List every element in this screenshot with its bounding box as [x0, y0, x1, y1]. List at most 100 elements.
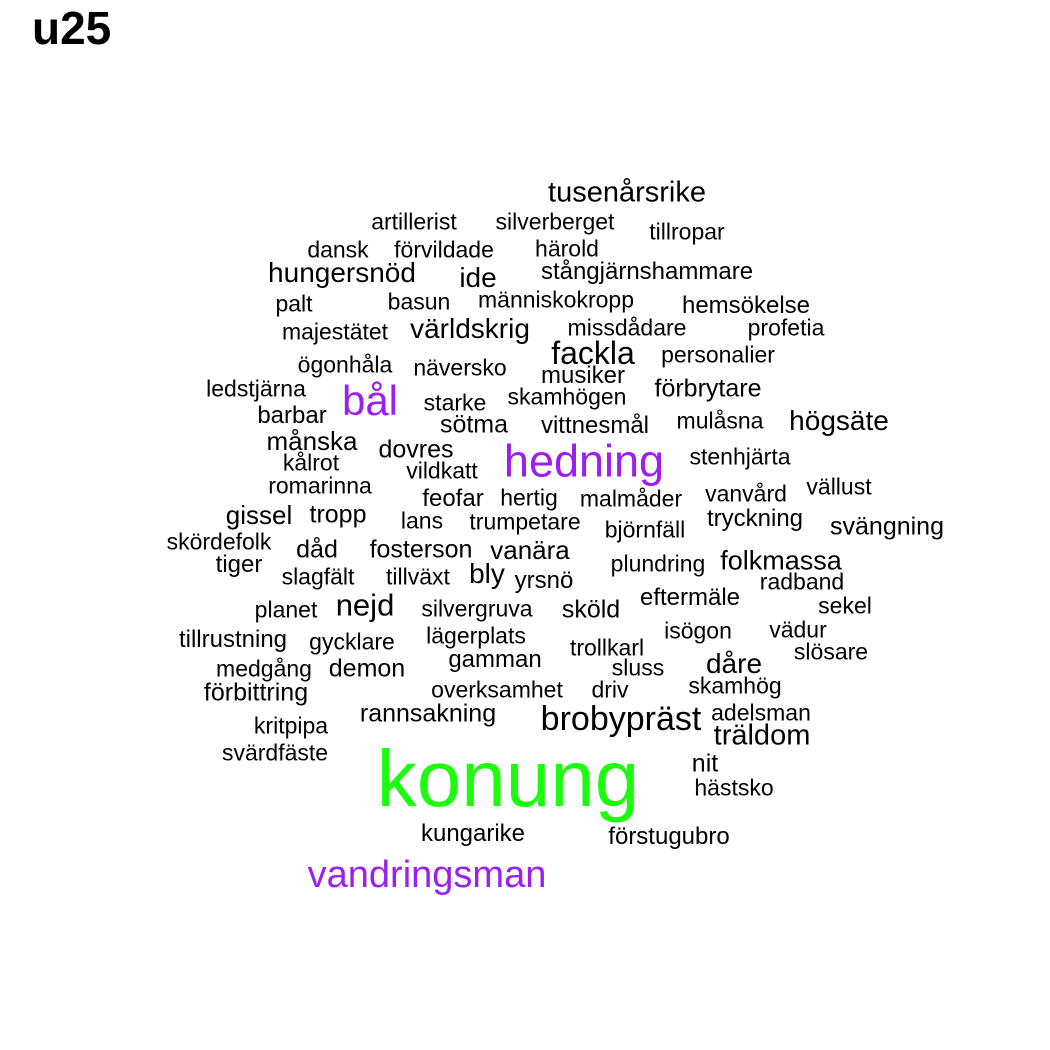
- word: härold: [535, 235, 599, 262]
- word: skamhögen: [507, 383, 627, 410]
- word: fackla: [551, 335, 635, 371]
- word: medgång: [216, 655, 312, 682]
- word: rannsakning: [359, 699, 497, 728]
- word: dansk: [307, 236, 369, 263]
- word: skördefolk: [166, 528, 272, 555]
- word: tillväxt: [386, 563, 450, 590]
- word: kålrot: [282, 449, 340, 476]
- word: profetia: [747, 314, 825, 341]
- word: vädur: [769, 616, 827, 643]
- word: folkmassa: [720, 545, 842, 576]
- word: hungersnöd: [268, 257, 416, 288]
- word: människokropp: [478, 286, 634, 313]
- word: majestätet: [281, 318, 389, 345]
- word: yrsnö: [514, 567, 574, 594]
- word: planet: [254, 596, 318, 623]
- word: träldom: [713, 719, 811, 752]
- word: nit: [691, 749, 719, 778]
- word: gycklare: [309, 628, 395, 655]
- word: radband: [759, 568, 845, 595]
- word: mulåsna: [676, 407, 764, 434]
- word: artillerist: [371, 208, 457, 235]
- word: nejd: [335, 587, 395, 623]
- page-title: u25: [32, 2, 112, 54]
- word: trollkarl: [569, 634, 645, 661]
- word: lans: [400, 507, 444, 534]
- word: palt: [275, 290, 313, 317]
- word: adelsman: [711, 699, 811, 726]
- word: hertig: [500, 484, 558, 511]
- word: vildkatt: [406, 457, 478, 484]
- word: stenhjärta: [689, 443, 791, 470]
- word: fosterson: [369, 535, 473, 564]
- word: bål: [341, 377, 399, 424]
- word: tusenårsrike: [548, 176, 706, 209]
- word: förvildade: [394, 236, 494, 263]
- word: tillrustning: [178, 626, 288, 653]
- word: ledstjärna: [206, 375, 306, 402]
- word: isögon: [664, 617, 732, 644]
- word: demon: [328, 654, 406, 683]
- word: sluss: [611, 654, 665, 681]
- word: tryckning: [706, 505, 804, 532]
- word: kritpipa: [253, 712, 329, 739]
- word: gissel: [225, 500, 293, 530]
- word: feofar: [422, 485, 484, 512]
- word: hemsökelse: [681, 292, 811, 319]
- word: svärdfäste: [221, 739, 329, 766]
- word: basun: [387, 288, 451, 315]
- word: förbrytare: [654, 374, 762, 403]
- word: missdådare: [567, 314, 687, 341]
- word: världskrig: [410, 313, 530, 344]
- word: tillropar: [649, 218, 725, 245]
- word: lägerplats: [426, 622, 526, 649]
- word: plundring: [610, 550, 706, 577]
- word: brobypräst: [540, 700, 702, 738]
- word: vällust: [806, 473, 872, 500]
- word: hästsko: [694, 774, 774, 801]
- word: vanvård: [705, 480, 787, 507]
- word: vittnesmål: [540, 412, 650, 439]
- word: sekel: [818, 592, 872, 619]
- word: romarinna: [268, 472, 372, 499]
- word: gamman: [448, 646, 542, 673]
- word: barbar: [257, 402, 327, 429]
- word: tropp: [309, 500, 367, 529]
- word: vandringsman: [307, 854, 547, 896]
- word: eftermäle: [639, 584, 741, 611]
- word: driv: [591, 676, 629, 703]
- word: svängning: [830, 512, 944, 541]
- word: personalier: [661, 341, 775, 368]
- word: näversko: [413, 354, 507, 381]
- word: konung: [376, 734, 640, 823]
- word: månska: [266, 426, 358, 456]
- word: slösare: [793, 638, 869, 665]
- word: malmåder: [579, 485, 683, 512]
- word: trumpetare: [469, 508, 581, 535]
- word: dovres: [378, 435, 454, 464]
- word: musiker: [540, 362, 626, 389]
- word: kungarike: [420, 820, 526, 847]
- word: tiger: [215, 551, 263, 578]
- word: slagfält: [281, 563, 355, 590]
- word: ide: [459, 262, 497, 293]
- word: sköld: [561, 595, 621, 624]
- word: stångjärnshammare: [540, 258, 754, 285]
- word: hedning: [503, 435, 665, 487]
- word: starke: [423, 389, 487, 416]
- word: högsäte: [789, 405, 889, 436]
- word: silvergruva: [421, 595, 533, 622]
- word: bly: [469, 558, 505, 589]
- word: ögonhåla: [297, 351, 393, 378]
- word: förstugubro: [608, 823, 730, 850]
- word: dåre: [705, 648, 763, 679]
- word: vanära: [490, 535, 570, 565]
- word: björnfäll: [604, 516, 686, 543]
- word: dåd: [296, 535, 338, 564]
- word: overksamhet: [431, 676, 563, 703]
- word: sötma: [439, 410, 509, 439]
- word: silverberget: [495, 208, 615, 235]
- word: förbittring: [203, 678, 309, 707]
- word: skamhög: [688, 672, 782, 699]
